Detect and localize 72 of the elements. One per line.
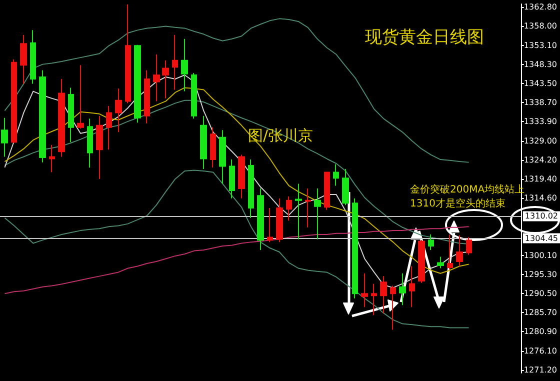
candlestick bbox=[1, 117, 8, 158]
candlestick bbox=[30, 30, 36, 84]
candlestick bbox=[162, 60, 169, 99]
ref-line-label: 1310.02 bbox=[524, 212, 558, 221]
candlestick bbox=[191, 72, 197, 120]
y-tick-label: 1362.80 bbox=[524, 2, 558, 12]
candlestick bbox=[437, 256, 444, 269]
candlestick bbox=[144, 70, 150, 124]
candlestick bbox=[238, 154, 245, 199]
candlestick bbox=[68, 87, 74, 143]
text: 现货黄金日线图 bbox=[365, 28, 484, 48]
y-tick-label: 1329.00 bbox=[524, 136, 558, 146]
candlestick bbox=[106, 105, 112, 150]
candlestick bbox=[418, 240, 425, 284]
candlestick bbox=[49, 144, 55, 173]
candlestick bbox=[314, 188, 321, 240]
y-tick-label: 1324.20 bbox=[524, 155, 558, 164]
candlestick bbox=[125, 4, 131, 104]
y-tick-label: 1338.70 bbox=[524, 98, 558, 107]
y-tick-label: 1314.60 bbox=[524, 194, 558, 203]
line-series bbox=[4, 18, 470, 163]
candlestick bbox=[409, 266, 415, 308]
y-tick-label: 1300.10 bbox=[524, 251, 558, 260]
candlestick bbox=[153, 54, 160, 102]
candlestick bbox=[210, 126, 216, 168]
y-tick-label: 1285.70 bbox=[524, 308, 558, 318]
y-tick-label: 1343.50 bbox=[524, 78, 558, 88]
candlestick bbox=[286, 196, 292, 222]
y-tick-label: 1353.10 bbox=[524, 40, 558, 50]
candlestick bbox=[87, 118, 93, 168]
candlestick bbox=[20, 34, 27, 84]
y-tick-label: 1276.10 bbox=[524, 346, 558, 356]
candlestick bbox=[96, 115, 103, 180]
ref-line-label: 1304.45 bbox=[524, 234, 558, 243]
candlestick bbox=[115, 88, 122, 133]
candlestick bbox=[333, 164, 339, 186]
y-tick-label: 1295.30 bbox=[524, 270, 558, 280]
candlestick bbox=[77, 64, 84, 130]
candlestick bbox=[219, 130, 226, 184]
candlestick bbox=[428, 234, 434, 250]
y-tick-label: 1333.90 bbox=[524, 116, 558, 126]
candlestick bbox=[267, 207, 273, 243]
candlestick bbox=[229, 159, 235, 199]
candlestick bbox=[134, 44, 141, 124]
candlestick bbox=[172, 34, 178, 90]
candlestick bbox=[342, 168, 349, 206]
candlestick bbox=[456, 234, 463, 267]
y-tick-label: 1348.30 bbox=[524, 60, 558, 69]
candlestick bbox=[276, 198, 283, 243]
candlestick bbox=[390, 285, 396, 330]
candlestick bbox=[466, 236, 472, 256]
candlestick bbox=[352, 198, 358, 299]
candlestick bbox=[324, 172, 330, 210]
candlestick bbox=[248, 159, 254, 218]
candlestick bbox=[371, 283, 377, 316]
candlestick bbox=[257, 188, 264, 250]
candlestick bbox=[181, 38, 188, 92]
candlestick bbox=[380, 276, 387, 314]
y-tick-label: 1280.90 bbox=[524, 327, 558, 336]
candlestick bbox=[200, 115, 207, 170]
candlestick bbox=[399, 272, 406, 306]
candlestick bbox=[11, 59, 17, 144]
y-tick-label: 1319.40 bbox=[524, 174, 558, 184]
y-tick-label: 1358.00 bbox=[524, 21, 558, 30]
candlestick bbox=[305, 188, 311, 228]
candlestick bbox=[39, 70, 46, 163]
candlestick bbox=[58, 78, 65, 158]
y-tick-label: 1271.20 bbox=[524, 366, 558, 375]
candlestick bbox=[295, 183, 302, 240]
candlestick bbox=[361, 272, 368, 308]
candlestick bbox=[447, 234, 453, 270]
y-tick-label: 1290.50 bbox=[524, 289, 558, 298]
